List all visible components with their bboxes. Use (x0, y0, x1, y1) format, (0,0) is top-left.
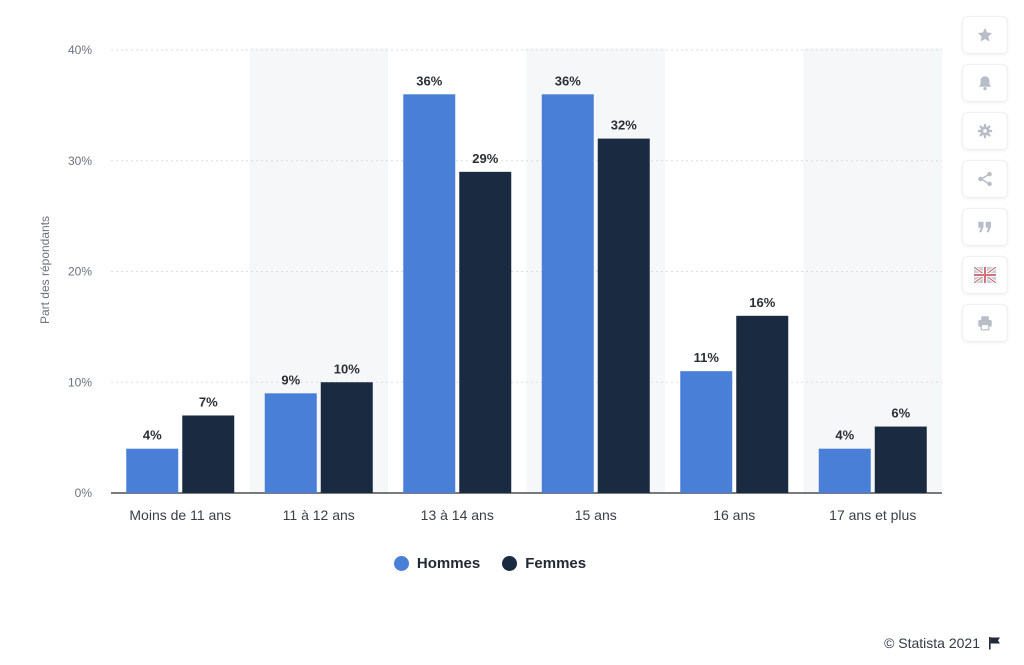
x-tick-label: 15 ans (575, 507, 617, 523)
legend-item-femmes[interactable]: Femmes (502, 555, 586, 572)
legend-label-femmes: Femmes (525, 555, 587, 572)
x-tick-label: 11 à 12 ans (283, 507, 355, 523)
data-label: 7% (199, 394, 218, 409)
bar-femmes[interactable] (459, 171, 512, 493)
quote-icon (978, 221, 991, 233)
legend-marker-hommes (393, 556, 409, 571)
bar-femmes[interactable] (182, 415, 235, 493)
x-tick-label: 17 ans et plus (829, 507, 916, 523)
share-button[interactable] (962, 160, 1008, 198)
print-button[interactable] (962, 304, 1008, 342)
y-tick-label: 10% (68, 375, 92, 389)
settings-button[interactable] (962, 112, 1008, 150)
data-label: 4% (143, 428, 162, 443)
category-band (803, 48, 942, 493)
bar-hommes[interactable] (680, 371, 733, 493)
flag-icon (974, 267, 996, 283)
print-icon (978, 316, 992, 331)
y-tick-label: 40% (68, 43, 92, 57)
legend-marker-femmes (502, 556, 518, 571)
data-label: 36% (416, 73, 442, 88)
data-label: 29% (472, 151, 498, 166)
x-tick-labels: Moins de 11 ans 11 à 12 ans 13 à 14 ans 15 … (129, 507, 916, 523)
grid-lines (111, 49, 942, 494)
data-label: 10% (334, 361, 360, 376)
footer: © Statista 2021 (884, 635, 1002, 651)
gear-icon (977, 123, 993, 139)
bar-hommes[interactable] (264, 393, 317, 493)
y-axis-label: Part des répondants (38, 216, 52, 324)
bars (126, 94, 927, 494)
bar-femmes[interactable] (874, 426, 927, 493)
legend-item-hommes[interactable]: Hommes (393, 555, 481, 572)
bar-hommes[interactable] (541, 94, 594, 494)
bar-chart: 0% 10% 20% 30% 40% 4% 7% 9% 10% 36% 29% 36% 32% 11% 1… (38, 43, 942, 523)
data-label: 11% (694, 350, 720, 365)
legend-label-hommes: Hommes (416, 555, 481, 572)
data-label: 32% (611, 118, 637, 133)
x-tick-label: 16 ans (713, 507, 755, 523)
bell-icon (979, 76, 991, 91)
x-tick-label: 13 à 14 ans (421, 507, 494, 523)
bar-hommes[interactable] (818, 448, 871, 493)
bar-femmes[interactable] (320, 382, 373, 493)
favorite-button[interactable] (962, 16, 1008, 54)
flag-icon[interactable] (988, 636, 1002, 650)
notification-button[interactable] (962, 64, 1008, 102)
chart-tools-sidebar (962, 16, 1008, 342)
cite-button[interactable] (962, 208, 1008, 246)
y-tick-label: 20% (68, 265, 92, 279)
star-icon (977, 27, 993, 42)
data-label: 6% (891, 406, 910, 421)
y-tick-label: 0% (75, 486, 93, 500)
share-icon (978, 171, 992, 187)
bar-femmes[interactable] (736, 315, 789, 493)
y-tick-label: 30% (68, 154, 92, 168)
bar-hommes[interactable] (403, 94, 456, 494)
copyright-text: © Statista 2021 (884, 635, 980, 651)
data-label: 4% (835, 428, 854, 443)
language-button[interactable] (962, 256, 1008, 294)
data-label: 9% (281, 372, 300, 387)
bar-hommes[interactable] (126, 448, 179, 493)
y-tick-labels: 0% 10% 20% 30% 40% (68, 43, 92, 500)
x-tick-label: Moins de 11 ans (129, 507, 231, 523)
legend: Hommes Femmes (0, 555, 980, 572)
data-labels: 4% 7% 9% 10% 36% 29% 36% 32% 11% 16% 4% 6% (143, 73, 911, 442)
data-label: 16% (749, 295, 775, 310)
data-label: 36% (555, 73, 581, 88)
bar-femmes[interactable] (597, 138, 650, 493)
